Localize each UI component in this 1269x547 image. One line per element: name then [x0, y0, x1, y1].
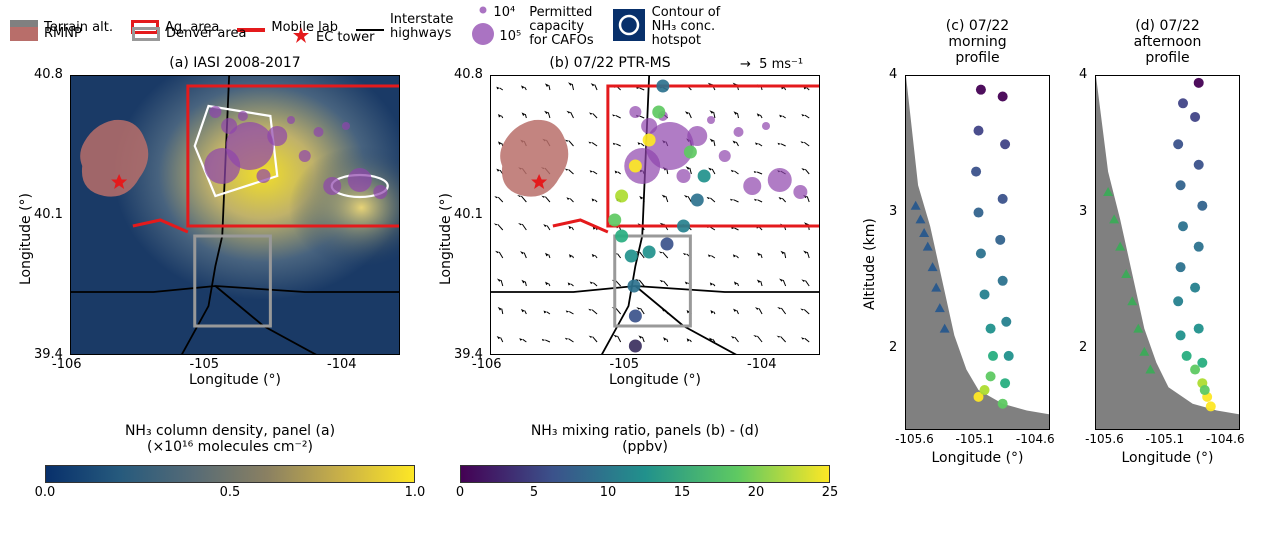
- legend-cafo: 10⁴ 10⁵ Permitted capacity for CAFOs: [471, 4, 593, 50]
- colorbar-b: [460, 465, 830, 483]
- hotspot-swatch: [612, 8, 646, 46]
- legend-top: Terrain alt. Ag. area Mobile lab Interst…: [10, 4, 830, 50]
- legend-denver-label: Denver area: [166, 26, 246, 41]
- panel-c-xlabel: Longitude (°): [895, 450, 1060, 466]
- denver-swatch: [132, 27, 160, 41]
- panel-b-title: (b) 07/22 PTR-MS: [490, 55, 730, 71]
- legend-cafo-label: Permitted capacity for CAFOs: [529, 6, 593, 49]
- ec-tower-icon: [292, 26, 310, 48]
- legend-rmnp-label: RMNP: [44, 26, 82, 41]
- cafo-large-icon: [471, 22, 495, 50]
- panel-a-plot: [70, 75, 400, 355]
- colorbar-b-title: NH₃ mixing ratio, panels (b) - (d) (ppbv…: [460, 423, 830, 455]
- panel-c-title: (c) 07/22 morning profile: [905, 18, 1050, 66]
- colorbar-a: [45, 465, 415, 483]
- panel-a-xlabel: Longitude (°): [70, 372, 400, 388]
- panel-b-plot: [490, 75, 820, 355]
- rmnp-swatch: [10, 27, 38, 41]
- panel-d-plot: [1095, 75, 1240, 430]
- wind-ref-arrow: → 5 ms⁻¹: [740, 57, 803, 72]
- panel-c-plot: [905, 75, 1050, 430]
- cafo-small-icon: [477, 4, 489, 20]
- legend-rmnp: RMNP: [10, 26, 82, 41]
- panel-b-ylabel: Longitude (°): [438, 145, 454, 285]
- colorbar-a-title: NH₃ column density, panel (a) (×10¹⁶ mol…: [45, 423, 415, 455]
- legend-ec: EC tower: [292, 26, 374, 48]
- legend-hwy-label: Interstate highways: [390, 13, 453, 42]
- panel-b-xlabel: Longitude (°): [490, 372, 820, 388]
- panel-d-xlabel: Longitude (°): [1085, 450, 1250, 466]
- legend-hotspot-label: Contour of NH₃ conc. hotspot: [652, 6, 721, 49]
- cafo-large-label: 10⁵: [499, 29, 521, 44]
- wind-ref-label: 5 ms⁻¹: [759, 57, 803, 72]
- cafo-small-label: 10⁴: [493, 5, 515, 20]
- panel-d-title: (d) 07/22 afternoon profile: [1095, 18, 1240, 66]
- legend-hotspot: Contour of NH₃ conc. hotspot: [612, 6, 721, 49]
- panel-a-title: (a) IASI 2008-2017: [70, 55, 400, 71]
- panel-c-ylabel: Altitude (km): [862, 200, 878, 310]
- panel-a-ylabel: Longitude (°): [18, 145, 34, 285]
- legend-ec-label: EC tower: [316, 30, 374, 45]
- legend-denver: Denver area: [132, 26, 246, 41]
